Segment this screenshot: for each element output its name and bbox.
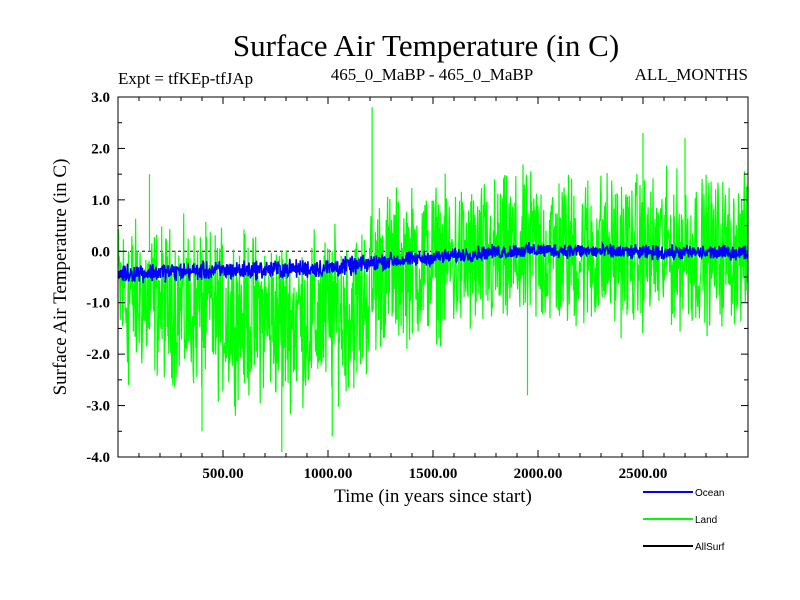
series-land	[118, 107, 748, 452]
chart-title: Surface Air Temperature (in C)	[233, 28, 619, 63]
y-axis-label: Surface Air Temperature (in C)	[50, 159, 71, 396]
chart-subtitle-right: ALL_MONTHS	[635, 65, 748, 84]
x-axis-label: Time (in years since start)	[334, 486, 532, 507]
y-tick-label: 3.0	[91, 90, 110, 106]
x-tick-label: 1000.00	[304, 466, 353, 482]
x-tick-label: 2000.00	[514, 466, 563, 482]
y-tick-label: -3.0	[86, 399, 110, 415]
x-axis: 500.00 1000.00 1500.00 2000.00 2500.00	[138, 97, 728, 482]
x-tick-label: 2500.00	[619, 466, 668, 482]
y-tick-label: -2.0	[86, 347, 110, 363]
x-tick-label: 500.00	[202, 466, 243, 482]
x-tick-label: 1500.00	[409, 466, 458, 482]
y-axis: 3.0 2.0 1.0 0.0 -1.0 -2.0 -3.0 -4.0	[86, 90, 748, 466]
legend-label-allsurf: AllSurf	[695, 542, 725, 553]
legend-label-land: Land	[695, 515, 717, 526]
plot-area	[118, 107, 748, 452]
y-tick-label: 2.0	[91, 141, 110, 157]
series-ocean	[118, 241, 748, 284]
chart-subtitle-center: 465_0_MaBP - 465_0_MaBP	[331, 65, 533, 84]
y-tick-label: -1.0	[86, 296, 110, 312]
chart-subtitle-left: Expt = tfKEp-tfJAp	[118, 69, 253, 88]
y-tick-label: -4.0	[86, 450, 110, 466]
y-tick-label: 0.0	[91, 244, 110, 260]
y-tick-label: 1.0	[91, 193, 110, 209]
legend: Ocean Land AllSurf	[643, 488, 725, 553]
legend-label-ocean: Ocean	[695, 488, 724, 499]
